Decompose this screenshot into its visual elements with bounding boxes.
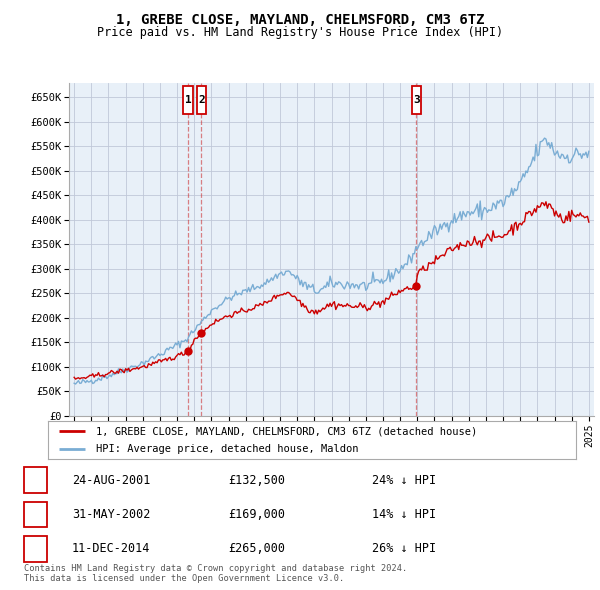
Text: Contains HM Land Registry data © Crown copyright and database right 2024.
This d: Contains HM Land Registry data © Crown c… (24, 563, 407, 583)
Text: 1, GREBE CLOSE, MAYLAND, CHELMSFORD, CM3 6TZ (detached house): 1, GREBE CLOSE, MAYLAND, CHELMSFORD, CM3… (95, 427, 477, 437)
Text: £132,500: £132,500 (228, 474, 285, 487)
Text: 14% ↓ HPI: 14% ↓ HPI (372, 508, 436, 521)
Text: 1: 1 (185, 95, 191, 105)
FancyBboxPatch shape (197, 86, 206, 114)
Text: 26% ↓ HPI: 26% ↓ HPI (372, 542, 436, 555)
Text: 1: 1 (32, 474, 39, 487)
Text: 24% ↓ HPI: 24% ↓ HPI (372, 474, 436, 487)
Text: 3: 3 (32, 542, 39, 555)
Text: 3: 3 (413, 95, 419, 105)
Text: 2: 2 (198, 95, 205, 105)
FancyBboxPatch shape (184, 86, 193, 114)
Text: Price paid vs. HM Land Registry's House Price Index (HPI): Price paid vs. HM Land Registry's House … (97, 26, 503, 39)
Text: £169,000: £169,000 (228, 508, 285, 521)
Text: HPI: Average price, detached house, Maldon: HPI: Average price, detached house, Mald… (95, 444, 358, 454)
Text: 2: 2 (32, 508, 39, 521)
Text: 24-AUG-2001: 24-AUG-2001 (72, 474, 151, 487)
Text: 31-MAY-2002: 31-MAY-2002 (72, 508, 151, 521)
FancyBboxPatch shape (412, 86, 421, 114)
Text: £265,000: £265,000 (228, 542, 285, 555)
Text: 1, GREBE CLOSE, MAYLAND, CHELMSFORD, CM3 6TZ: 1, GREBE CLOSE, MAYLAND, CHELMSFORD, CM3… (116, 13, 484, 27)
Text: 11-DEC-2014: 11-DEC-2014 (72, 542, 151, 555)
